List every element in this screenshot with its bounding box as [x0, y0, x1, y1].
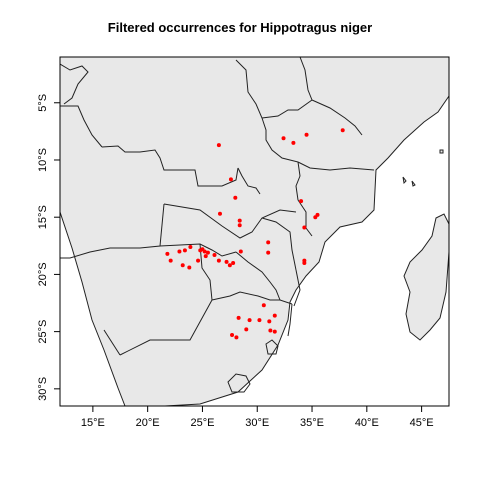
occurrence-point	[268, 328, 273, 333]
map-title: Filtered occurrences for Hippotragus nig…	[107, 20, 373, 35]
occurrence-point	[340, 128, 345, 133]
occurrence-point	[247, 318, 252, 323]
occurrence-point	[230, 333, 235, 338]
occurrence-point	[237, 218, 242, 223]
occurrence-point	[238, 249, 243, 254]
occurrence-point	[168, 258, 173, 263]
occurrence-point	[272, 329, 277, 334]
occurrence-point	[182, 248, 187, 253]
occurrence-point	[236, 315, 241, 320]
occurrence-point	[291, 140, 296, 145]
x-tick-label: 25°E	[190, 417, 214, 429]
occurrence-point	[196, 258, 201, 263]
y-tick-label: 10°S	[37, 148, 49, 172]
occurrence-points	[165, 128, 345, 340]
occurrence-point	[165, 251, 170, 256]
occurrence-point	[180, 263, 185, 268]
occurrence-point	[237, 223, 242, 228]
occurrence-point	[217, 211, 222, 216]
occurrence-point	[302, 225, 307, 230]
occurrence-point	[261, 303, 266, 308]
land-island-small	[439, 149, 444, 154]
occurrence-point	[177, 249, 182, 254]
occurrence-point	[227, 263, 232, 268]
occurrence-point	[281, 136, 286, 141]
land-madagascar	[403, 213, 449, 341]
occurrence-point	[202, 249, 207, 254]
occurrence-point	[203, 254, 208, 259]
land-mainland	[60, 57, 449, 406]
x-tick-label: 45°E	[410, 417, 434, 429]
occurrence-point	[233, 195, 238, 200]
x-tick-label: 20°E	[136, 417, 160, 429]
occurrence-point	[302, 258, 307, 263]
occurrence-point	[267, 319, 272, 324]
x-tick-label: 35°E	[300, 417, 324, 429]
occurrence-point	[257, 318, 262, 323]
x-tick-label: 15°E	[81, 417, 105, 429]
occurrence-point	[304, 132, 309, 137]
occurrence-point	[187, 265, 192, 270]
country-borders	[60, 57, 375, 393]
occurrence-point	[244, 327, 249, 332]
occurrence-point	[299, 199, 304, 204]
occurrence-point	[188, 244, 193, 249]
occurrence-point	[224, 259, 229, 264]
occurrence-point	[212, 252, 217, 257]
y-tick-label: 30°S	[37, 377, 49, 401]
occurrence-point	[216, 143, 221, 148]
y-tick-label: 25°S	[37, 320, 49, 344]
x-tick-label: 40°E	[355, 417, 379, 429]
occurrence-point	[231, 260, 236, 265]
y-tick-label: 5°S	[37, 94, 49, 112]
occurrence-point	[266, 250, 271, 255]
occurrence-point	[272, 313, 277, 318]
basemap	[60, 57, 449, 406]
occurrence-point	[266, 240, 271, 245]
occurrence-point	[315, 212, 320, 217]
y-axis: 5°S 10°S 15°S 20°S 25°S 30°S	[37, 94, 60, 401]
occurrence-point	[216, 258, 221, 263]
plot-frame	[59, 56, 450, 407]
x-axis: 15°E 20°E 25°E 30°E 35°E 40°E 45°E	[81, 406, 434, 429]
occurrence-point	[228, 177, 233, 182]
y-tick-label: 20°S	[37, 262, 49, 286]
land-comoros	[402, 176, 416, 187]
occurrence-point	[205, 250, 210, 255]
x-tick-label: 30°E	[245, 417, 269, 429]
occurrence-point	[234, 335, 239, 340]
y-tick-label: 15°S	[37, 205, 49, 229]
